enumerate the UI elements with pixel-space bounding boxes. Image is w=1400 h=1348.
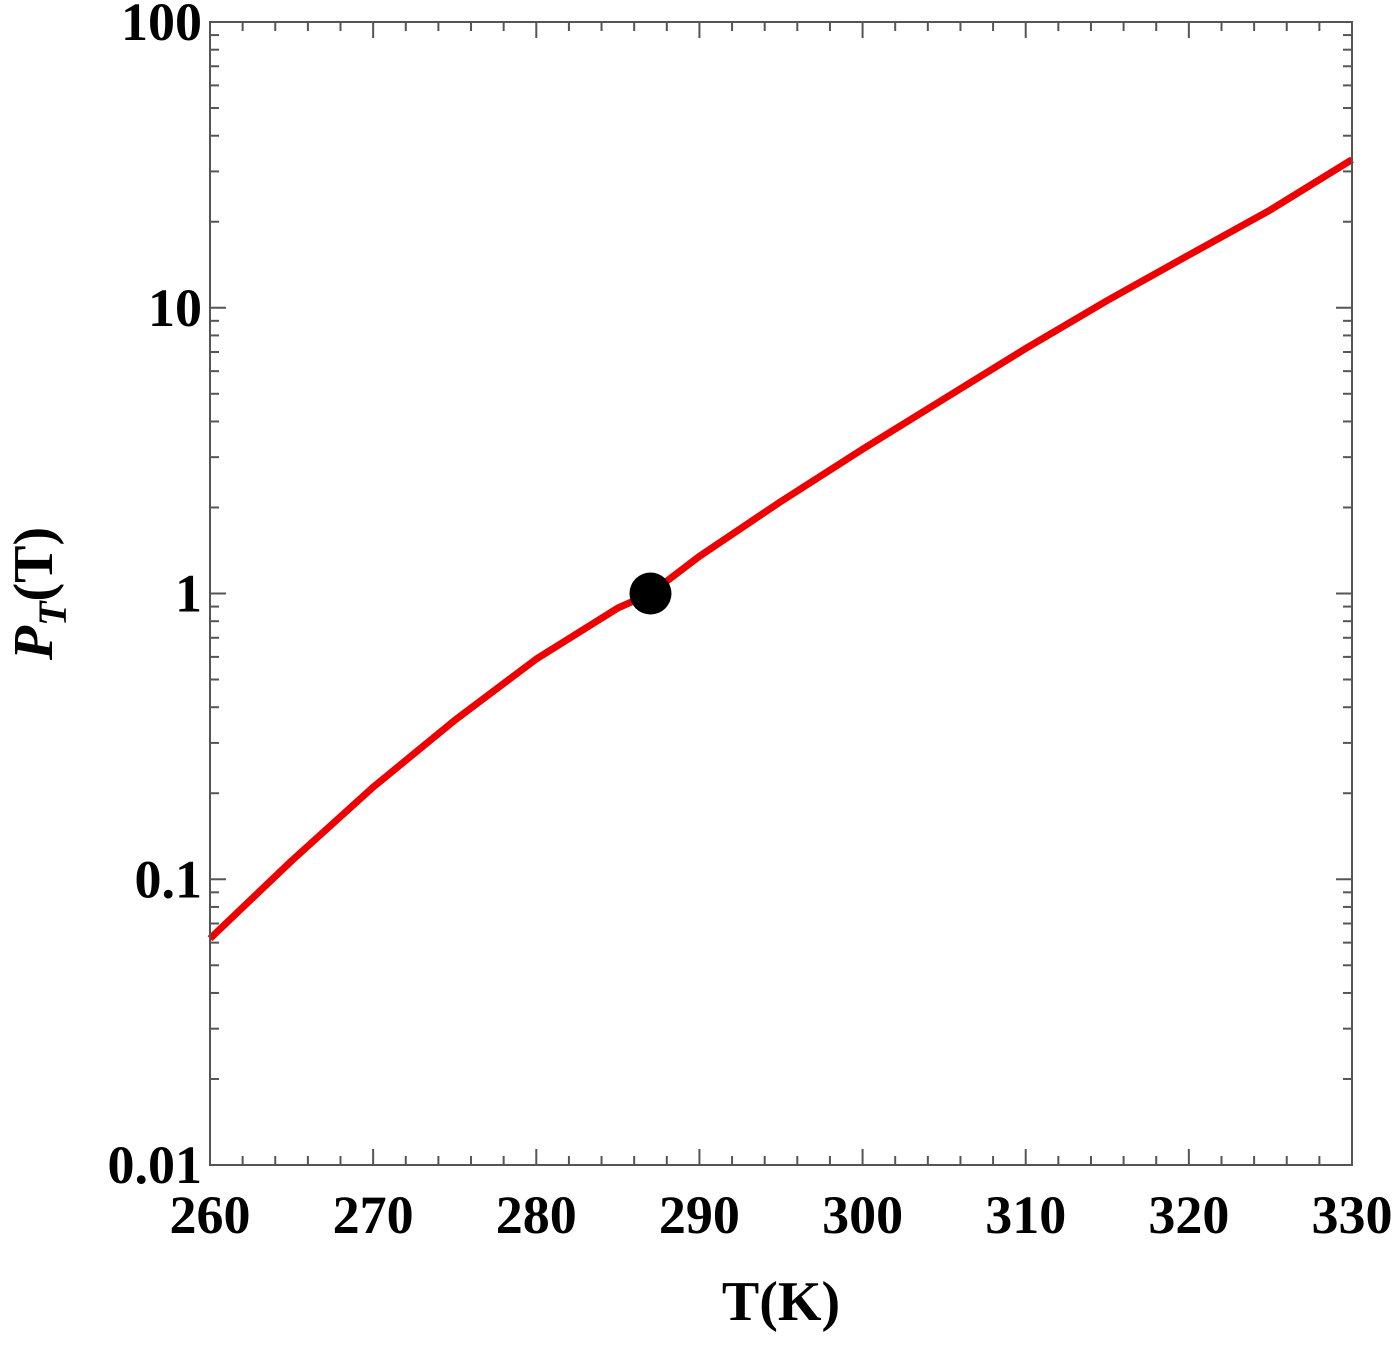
x-tick-label: 330	[1312, 1185, 1393, 1245]
x-tick-label: 270	[333, 1185, 414, 1245]
y-tick-label: 1	[175, 564, 202, 624]
x-tick-label: 320	[1148, 1185, 1229, 1245]
marker-layer	[629, 572, 672, 615]
series-line	[207, 156, 1354, 942]
x-axis-label: T(K)	[722, 1271, 840, 1333]
x-tick-label: 300	[822, 1185, 903, 1245]
series-layer	[207, 156, 1354, 942]
y-axis-label-main: P	[3, 625, 65, 661]
x-tick-label: 280	[496, 1185, 577, 1245]
y-tick-label: 100	[121, 0, 202, 52]
y-tick-label: 0.1	[135, 849, 203, 909]
y-axis-label-tail: (T)	[3, 527, 65, 602]
y-tick-label: 10	[148, 278, 202, 338]
y-axis-label-sub: T	[30, 600, 75, 626]
plot-frame	[209, 21, 1353, 1166]
labels-layer: 260 270 280 290 300 310 320 330 0.01 0.1 1 10 100	[108, 0, 1393, 1245]
y-tick-label: 0.01	[108, 1135, 203, 1195]
y-axis-label: PT(T)	[3, 527, 75, 661]
x-tick-label: 290	[659, 1185, 740, 1245]
x-tick-label: 260	[170, 1185, 251, 1245]
x-tick-label: 310	[985, 1185, 1066, 1245]
data-point-marker	[629, 572, 672, 615]
